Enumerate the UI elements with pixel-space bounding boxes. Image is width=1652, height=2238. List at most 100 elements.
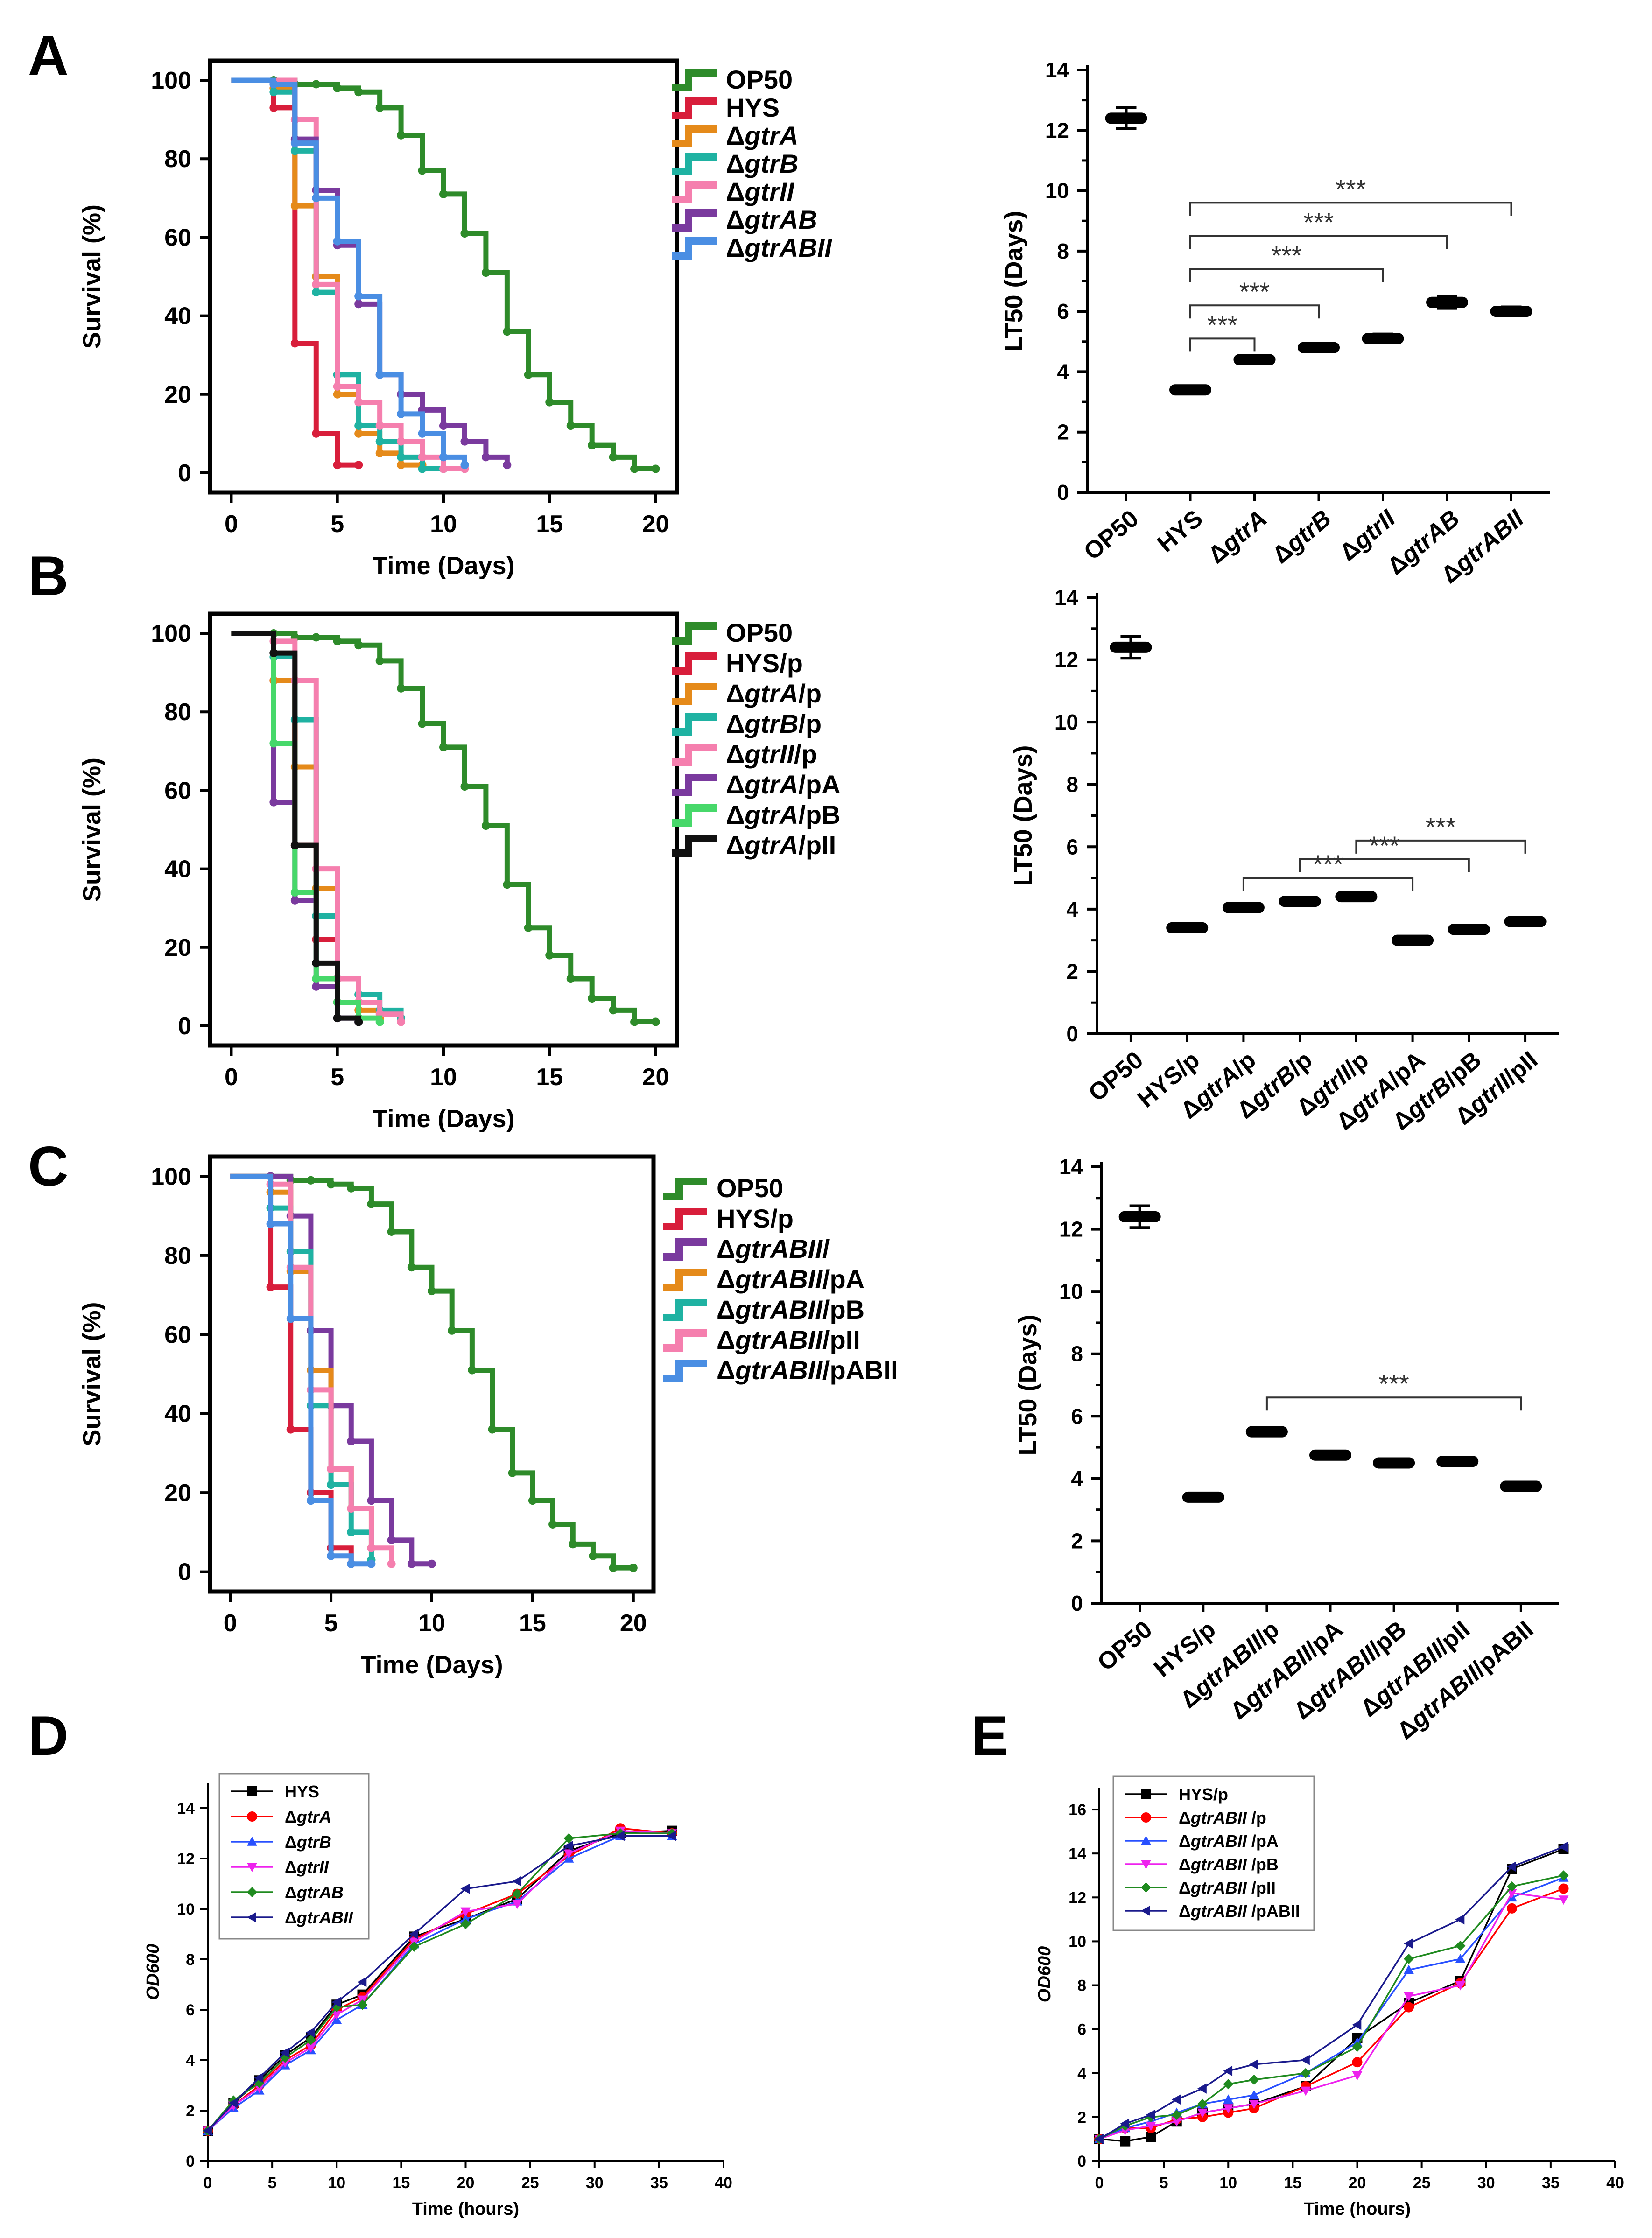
growth-d-data-point bbox=[409, 1929, 418, 1939]
growth-e-x-tick-label: 25 bbox=[1413, 2174, 1431, 2192]
survival-a-censor-point bbox=[460, 229, 469, 238]
growth-d-legend-label: HYS bbox=[285, 1782, 319, 1801]
survival-b-legend-label: HYS/p bbox=[726, 648, 803, 678]
growth-e-legend-marker bbox=[1141, 1812, 1151, 1823]
survival-a-y-tick-label: 100 bbox=[151, 67, 191, 94]
survival-b-legend-label: ΔgtrA/pA bbox=[726, 770, 841, 799]
growth-e-legend-label: ΔgtrABII /pB bbox=[1179, 1855, 1279, 1874]
survival-a-censor-point bbox=[269, 88, 278, 97]
survival-b-legend-label: ΔgtrA/p bbox=[726, 679, 822, 708]
survival-c-censor-point bbox=[387, 1227, 396, 1236]
survival-c-censor-point bbox=[347, 1528, 356, 1536]
survival-a-censor-point bbox=[460, 461, 469, 470]
survival-c-legend-label: ΔgtrABII/pB bbox=[717, 1295, 865, 1324]
survival-b-legend-label: ΔgtrA/pII bbox=[726, 830, 836, 860]
growth-d-legend-label: ΔgtrB bbox=[285, 1832, 331, 1852]
growth-e-data-point bbox=[1223, 2066, 1233, 2077]
survival-c-y-tick-label: 60 bbox=[164, 1321, 191, 1348]
survival-b-censor-point bbox=[481, 821, 490, 830]
lt50-b-y-tick-label: 8 bbox=[1066, 772, 1078, 797]
growth-e-data-point bbox=[1197, 2098, 1208, 2109]
growth-e-data-point bbox=[1120, 2119, 1130, 2129]
panel-letter-a: A bbox=[28, 24, 69, 87]
lt50-b-y-tick-label: 0 bbox=[1066, 1022, 1078, 1046]
growth-d-y-tick-label: 2 bbox=[186, 2102, 195, 2120]
growth-e-y-tick-label: 10 bbox=[1069, 1933, 1086, 1950]
growth-e-data-point bbox=[1094, 2133, 1104, 2144]
survival-a-censor-point bbox=[397, 409, 406, 418]
growth-e-legend-frame bbox=[1112, 1775, 1315, 1931]
survival-a-legend-swatch bbox=[672, 97, 717, 119]
survival-c-legend-label: ΔgtrABII/pII bbox=[717, 1325, 860, 1354]
survival-b-censor-point bbox=[269, 649, 278, 658]
survival-a-censor-point bbox=[312, 194, 321, 203]
lt50-c-significance-bracket bbox=[1265, 1396, 1522, 1411]
survival-a-legend-swatch bbox=[672, 153, 717, 175]
survival-c-censor-point bbox=[327, 1480, 336, 1489]
survival-c-y-tick-label: 40 bbox=[164, 1401, 191, 1428]
survival-b-y-tick-label: 0 bbox=[178, 1013, 191, 1040]
survival-a-censor-point bbox=[524, 370, 533, 379]
growth-d-data-point bbox=[331, 2011, 342, 2020]
lt50-c-y-tick-label: 12 bbox=[1059, 1217, 1083, 1242]
lt50-a-y-tick-label: 6 bbox=[1057, 299, 1069, 323]
chart-a-survival: 0 5 10 15 20 0 20 40 60 80 100 Time (Days) Survival … bbox=[78, 58, 832, 580]
survival-a-legend-label: HYS bbox=[726, 93, 780, 122]
chart-e-growth: 0 5 10 15 20 25 30 35 40 0 2 4 6 8 10 12 14 16 Time (hours… bbox=[1035, 1775, 1624, 2219]
growth-e-data-point bbox=[1558, 1870, 1569, 1881]
survival-a-censor-point bbox=[397, 461, 406, 470]
survival-b-legend-swatch bbox=[672, 652, 717, 675]
survival-b-censor-point bbox=[354, 1017, 363, 1026]
growth-e-x-tick-label: 10 bbox=[1219, 2174, 1237, 2192]
growth-e-data-point bbox=[1507, 1881, 1517, 1892]
survival-a-y-tick-label: 80 bbox=[164, 146, 191, 173]
survival-c-censor-point bbox=[428, 1287, 436, 1296]
growth-e-data-point bbox=[1404, 1954, 1414, 1964]
survival-a-censor-point bbox=[460, 437, 469, 446]
growth-d-data-point bbox=[512, 1900, 522, 1909]
lt50-a-y-tick-label: 12 bbox=[1045, 118, 1069, 142]
lt50-a-median-marker bbox=[1169, 384, 1211, 396]
lt50-c-median-marker bbox=[1182, 1491, 1224, 1503]
growth-e-data-point bbox=[1558, 1883, 1569, 1894]
survival-c-censor-point bbox=[387, 1536, 396, 1544]
survival-a-censor-point bbox=[545, 398, 554, 407]
survival-a-censor-point bbox=[418, 429, 427, 438]
survival-c-censor-point bbox=[367, 1543, 376, 1552]
survival-a-y-tick-label: 0 bbox=[178, 460, 191, 487]
survival-a-legend-swatch bbox=[672, 237, 717, 260]
survival-a-censor-point bbox=[354, 292, 363, 301]
growth-e-data-point bbox=[1455, 1954, 1466, 1963]
survival-a-censor-point bbox=[312, 288, 321, 297]
survival-a-censor-point bbox=[312, 80, 321, 89]
survival-b-legend-swatch bbox=[672, 622, 717, 645]
survival-a-censor-point bbox=[333, 390, 342, 399]
survival-b-legend-swatch bbox=[672, 713, 717, 736]
growth-e-data-point bbox=[1455, 1981, 1466, 1991]
chart-c-survival: 0 5 10 15 20 0 20 40 60 80 100 Time (Days) Survival … bbox=[78, 1154, 898, 1679]
growth-e-legend-marker bbox=[1141, 1836, 1151, 1845]
growth-e-data-point bbox=[1197, 2108, 1208, 2118]
growth-e-x-tick-label: 5 bbox=[1160, 2174, 1168, 2192]
survival-a-censor-point bbox=[333, 237, 342, 246]
survival-c-censor-point bbox=[347, 1559, 356, 1568]
growth-d-y-tick-label: 14 bbox=[177, 1800, 195, 1817]
survival-a-censor-point bbox=[375, 103, 384, 112]
growth-d-x-tick-label: 20 bbox=[457, 2174, 475, 2192]
lt50-a-median-marker bbox=[1105, 112, 1147, 124]
lt50-a-significance-label: *** bbox=[1272, 241, 1302, 270]
survival-c-legend-swatch bbox=[663, 1269, 707, 1291]
growth-d-data-point bbox=[228, 2098, 238, 2108]
lt50-b-y-tick-label: 6 bbox=[1066, 835, 1078, 859]
growth-e-data-point bbox=[1507, 1903, 1517, 1914]
survival-b-censor-point bbox=[375, 656, 384, 665]
survival-b-censor-point bbox=[375, 1017, 384, 1026]
survival-b-censor-point bbox=[354, 641, 363, 650]
growth-d-x-axis-label: Time (hours) bbox=[412, 2199, 519, 2219]
growth-e-y-tick-label: 12 bbox=[1069, 1889, 1086, 1907]
growth-d-data-point bbox=[409, 1942, 419, 1952]
lt50-a-significance-bracket bbox=[1189, 268, 1384, 282]
growth-e-y-tick-label: 16 bbox=[1069, 1801, 1086, 1819]
survival-a-legend-label: ΔgtrB bbox=[726, 149, 798, 178]
lt50-a-y-tick-label: 14 bbox=[1045, 58, 1069, 82]
